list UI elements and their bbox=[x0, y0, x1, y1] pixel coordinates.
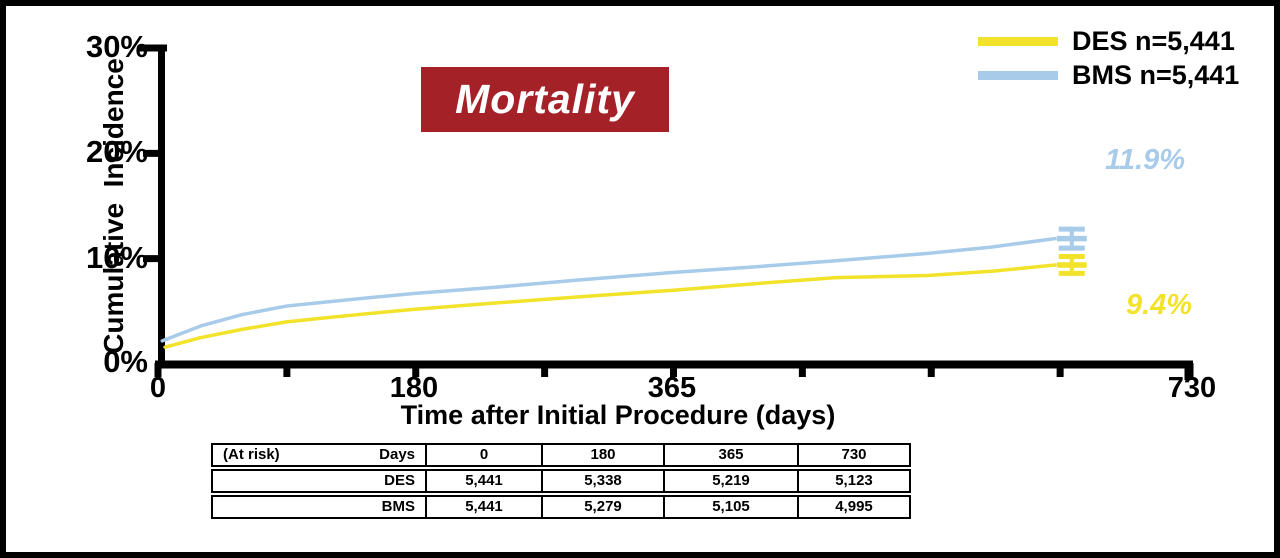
table-cell: 5,441 bbox=[425, 471, 541, 491]
des-end-label: 9.4% bbox=[1125, 289, 1193, 321]
chart-title-box: Mortality bbox=[421, 67, 669, 132]
row-label: DES bbox=[384, 472, 415, 489]
table-cell: 4,995 bbox=[797, 497, 909, 517]
chart-canvas bbox=[139, 44, 1194, 380]
bms-line-swatch bbox=[978, 70, 1058, 80]
at-risk-caption: (At risk) bbox=[223, 446, 280, 463]
table-cell: 5,219 bbox=[663, 471, 797, 491]
table-row-des: DES 5,441 5,338 5,219 5,123 bbox=[211, 469, 911, 493]
legend-label-des: DES n=5,441 bbox=[1072, 26, 1235, 56]
legend-item-des: DES n=5,441 bbox=[978, 26, 1235, 56]
y-axis-title: Cumulative Incidence bbox=[98, 58, 129, 354]
row-label: BMS bbox=[381, 498, 415, 515]
at-risk-table: (At risk) Days 0 180 365 730 DES 5,441 5… bbox=[211, 443, 911, 521]
table-cell: 5,105 bbox=[663, 497, 797, 517]
des-line-swatch bbox=[978, 36, 1058, 46]
y-tick-label-10: 10% bbox=[85, 240, 148, 275]
x-tick-label-180: 180 bbox=[389, 372, 439, 404]
table-cell: 5,441 bbox=[425, 497, 541, 517]
table-header-row: (At risk) Days 0 180 365 730 bbox=[211, 443, 911, 467]
row-label-cell: DES bbox=[213, 471, 425, 491]
table-cell: 5,338 bbox=[541, 471, 663, 491]
y-tick-label-20: 20% bbox=[85, 134, 148, 169]
table-cell: 5,123 bbox=[797, 471, 909, 491]
y-tick-label-30: 30% bbox=[85, 29, 148, 64]
table-corner-cell: (At risk) Days bbox=[213, 445, 425, 465]
bms-end-label: 11.9% bbox=[1104, 144, 1186, 176]
table-row-bms: BMS 5,441 5,279 5,105 4,995 bbox=[211, 495, 911, 519]
x-axis-title: Time after Initial Procedure (days) bbox=[400, 400, 836, 430]
column-header: 180 bbox=[541, 445, 663, 465]
x-tick-label-730: 730 bbox=[1167, 372, 1217, 404]
row-label-cell: BMS bbox=[213, 497, 425, 517]
days-header: Days bbox=[379, 446, 415, 463]
chart-title: Mortality bbox=[455, 76, 635, 122]
table-cell: 5,279 bbox=[541, 497, 663, 517]
x-tick-label-0: 0 bbox=[149, 372, 167, 404]
legend-label-bms: BMS n=5,441 bbox=[1072, 60, 1240, 90]
column-header: 730 bbox=[797, 445, 909, 465]
x-tick-label-365: 365 bbox=[647, 372, 697, 404]
column-header: 365 bbox=[663, 445, 797, 465]
legend-item-bms: BMS n=5,441 bbox=[978, 60, 1239, 90]
y-tick-label-0: 0% bbox=[103, 344, 148, 379]
column-header: 0 bbox=[425, 445, 541, 465]
